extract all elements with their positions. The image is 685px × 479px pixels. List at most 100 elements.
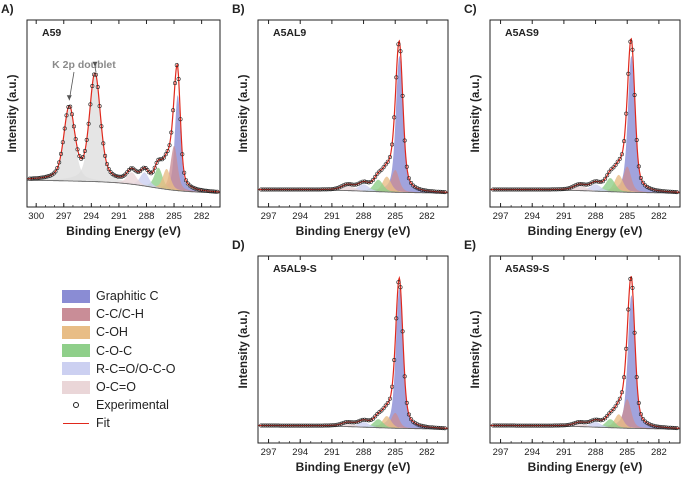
experimental-point xyxy=(438,189,443,194)
experimental-point xyxy=(674,190,679,195)
experimental-point xyxy=(284,423,289,428)
experimental-point xyxy=(590,180,595,185)
experimental-point xyxy=(263,423,268,428)
x-tick-label: 291 xyxy=(324,211,340,222)
experimental-point xyxy=(539,187,544,192)
experimental-point xyxy=(436,425,441,430)
component-c-c-c-h xyxy=(490,166,680,193)
experimental-marker-icon xyxy=(62,399,90,412)
x-tick-label: 288 xyxy=(588,447,604,458)
experimental-point xyxy=(674,426,679,431)
legend-item-fit: Fit xyxy=(62,414,202,432)
plot-frame xyxy=(257,255,449,444)
experimental-point xyxy=(423,188,428,193)
experimental-point xyxy=(522,187,527,192)
x-tick-label: 294 xyxy=(524,211,540,222)
legend-swatch xyxy=(62,307,90,321)
experimental-point xyxy=(508,423,513,428)
experimental-point xyxy=(584,182,589,187)
x-tick-label: 285 xyxy=(387,211,403,222)
experimental-point xyxy=(533,423,538,428)
experimental-point xyxy=(305,187,310,192)
experimental-point xyxy=(531,187,536,192)
experimental-point xyxy=(628,39,633,44)
component-c-c-c-h xyxy=(490,399,680,429)
experimental-point xyxy=(594,417,599,422)
experimental-point xyxy=(337,185,342,190)
experimental-point xyxy=(417,423,422,428)
x-tick-label: 282 xyxy=(651,211,667,222)
experimental-point xyxy=(581,420,586,425)
experimental-point xyxy=(286,423,291,428)
experimental-point xyxy=(628,276,633,281)
experimental-point xyxy=(577,419,582,424)
experimental-point xyxy=(520,423,525,428)
panel-label: E) xyxy=(464,238,476,252)
experimental-point xyxy=(415,186,420,191)
experimental-point xyxy=(68,104,73,109)
x-tick-label: 297 xyxy=(56,211,72,222)
experimental-point xyxy=(284,187,289,192)
experimental-point xyxy=(269,187,274,192)
experimental-point xyxy=(297,423,302,428)
sample-label: A5AS9-S xyxy=(505,263,549,275)
plot-frame xyxy=(257,19,449,208)
experimental-point xyxy=(261,423,266,428)
experimental-point xyxy=(641,417,646,422)
experimental-point xyxy=(495,187,500,192)
experimental-point xyxy=(598,418,603,423)
experimental-point xyxy=(381,406,386,411)
experimental-point xyxy=(387,155,392,160)
experimental-point xyxy=(493,423,498,428)
experimental-point xyxy=(571,184,576,189)
experimental-point xyxy=(276,423,281,428)
experimental-point xyxy=(335,186,340,191)
experimental-point xyxy=(95,85,100,90)
experimental-point xyxy=(501,423,506,428)
y-axis-label: Intensity (a.u.) xyxy=(470,74,482,152)
experimental-point xyxy=(562,423,567,428)
experimental-point xyxy=(53,169,58,174)
experimental-point xyxy=(286,187,291,192)
experimental-point xyxy=(655,424,660,429)
annotation-arrowhead xyxy=(92,61,98,67)
experimental-point xyxy=(668,189,673,194)
x-tick-label: 288 xyxy=(356,211,372,222)
x-axis-label: Binding Energy (eV) xyxy=(528,224,643,238)
experimental-point xyxy=(609,409,614,414)
experimental-point xyxy=(617,396,622,401)
experimental-point xyxy=(373,174,378,179)
experimental-point xyxy=(607,411,612,416)
experimental-point xyxy=(619,152,624,157)
experimental-point xyxy=(259,187,264,192)
legend-label: Fit xyxy=(96,416,110,431)
x-tick-label: 282 xyxy=(651,447,667,458)
experimental-point xyxy=(299,187,304,192)
experimental-point xyxy=(165,149,170,154)
experimental-point xyxy=(503,423,508,428)
component-graphitic-c xyxy=(490,295,680,429)
experimental-point xyxy=(600,179,605,184)
experimental-point xyxy=(539,423,544,428)
experimental-point xyxy=(402,138,407,143)
experimental-point xyxy=(176,77,181,82)
experimental-point xyxy=(316,423,321,428)
experimental-point xyxy=(116,174,121,179)
experimental-point xyxy=(626,71,631,76)
experimental-point xyxy=(425,188,430,193)
experimental-point xyxy=(288,423,293,428)
legend-swatch xyxy=(62,289,90,303)
experimental-point xyxy=(356,419,361,424)
x-tick-label: 285 xyxy=(166,211,182,222)
experimental-point xyxy=(615,400,620,405)
experimental-point xyxy=(263,187,268,192)
experimental-point xyxy=(305,423,310,428)
experimental-point xyxy=(662,189,667,194)
y-axis-label: Intensity (a.u.) xyxy=(238,310,250,388)
experimental-point xyxy=(660,425,665,430)
experimental-point xyxy=(577,182,582,187)
experimental-point xyxy=(560,187,565,192)
panel-label: C) xyxy=(464,2,477,16)
experimental-point xyxy=(158,157,163,162)
